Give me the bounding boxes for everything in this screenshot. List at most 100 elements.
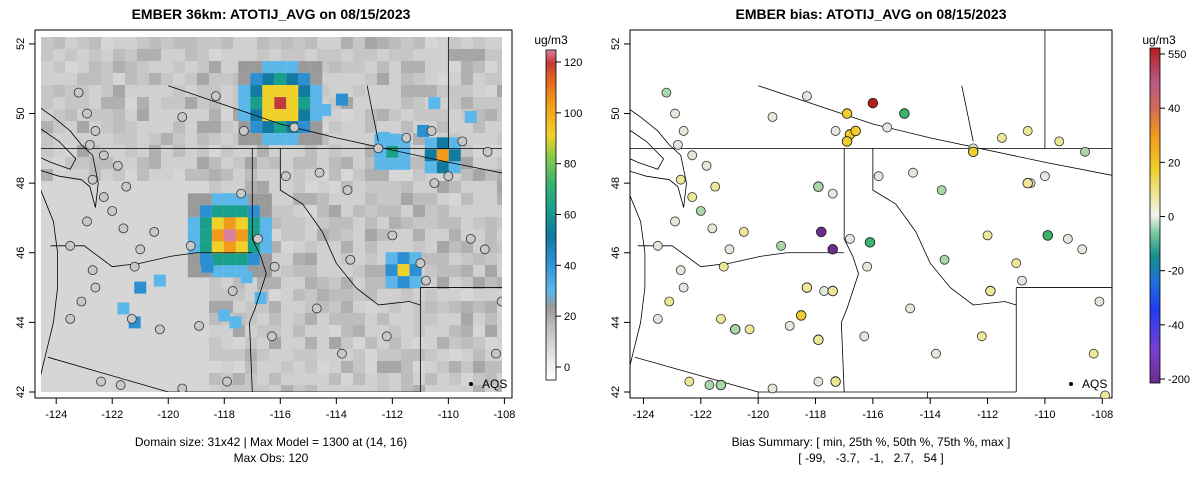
grid-cell <box>437 253 449 265</box>
grid-cell <box>365 133 377 145</box>
grid-cell <box>329 385 341 392</box>
hotspot-cell <box>211 193 224 206</box>
grid-cell <box>113 85 125 97</box>
grid-cell <box>449 205 461 217</box>
grid-cell <box>221 49 233 61</box>
grid-cell <box>341 361 353 373</box>
grid-cell <box>473 277 485 289</box>
grid-cell <box>185 157 197 169</box>
right-boundaries <box>630 30 1112 398</box>
right-plot-frame <box>629 29 1113 399</box>
grid-cell <box>269 349 281 361</box>
grid-cell <box>353 121 365 133</box>
grid-cell <box>485 301 497 313</box>
hotspot-cell <box>298 97 311 110</box>
y-tick-label: 52 <box>15 38 27 50</box>
grid-cell <box>77 49 89 61</box>
hotspot-cell <box>238 73 251 86</box>
hotspot-cell <box>298 121 311 134</box>
grid-cell <box>341 313 353 325</box>
grid-cell <box>449 325 461 337</box>
grid-cell <box>341 385 353 392</box>
bias-point <box>908 167 918 178</box>
hotspot-cell <box>235 229 248 242</box>
grid-cell <box>401 241 413 253</box>
grid-cell <box>113 133 125 145</box>
grid-cell <box>269 193 281 205</box>
grid-cell <box>485 289 497 301</box>
grid-cell <box>425 373 437 385</box>
grid-cell <box>269 361 281 373</box>
grid-cell <box>209 169 221 181</box>
grid-cell <box>161 157 173 169</box>
grid-cell <box>389 241 401 253</box>
smoke-cell <box>319 104 332 117</box>
grid-cell <box>365 157 377 169</box>
grid-cell <box>449 313 461 325</box>
left-boundaries <box>41 37 502 392</box>
hotspot-cell <box>286 133 299 146</box>
grid-cell <box>329 109 341 121</box>
grid-cell <box>473 349 485 361</box>
hotspot-cell <box>238 85 251 98</box>
aqs-site-marker <box>82 108 92 119</box>
grid-cell <box>425 385 437 392</box>
bias-point <box>819 286 830 296</box>
grid-cell <box>353 169 365 181</box>
hotspot-cell <box>286 97 299 110</box>
grid-cell <box>257 37 269 49</box>
grid-cell <box>377 37 389 49</box>
bias-point <box>802 91 812 102</box>
grid-cell <box>413 97 425 109</box>
right-plot: -124 -122 -120 -118 -116 -114 -112 -110 -108 424… <box>610 29 1113 421</box>
smoke-cell <box>240 271 253 284</box>
grid-cell <box>449 253 461 265</box>
grid-cell <box>281 229 293 241</box>
hotspot-cell <box>262 97 275 110</box>
hotspot-cell <box>286 109 299 122</box>
grid-cell <box>293 205 305 217</box>
grid-cell <box>305 157 317 169</box>
grid-cell <box>413 313 425 325</box>
grid-cell <box>293 385 305 392</box>
grid-cell <box>137 121 149 133</box>
grid-cell <box>413 301 425 313</box>
grid-cell <box>281 37 293 49</box>
bias-point <box>813 376 824 387</box>
aqs-site-marker <box>443 171 454 182</box>
grid-cell <box>497 193 502 205</box>
bias-point <box>678 282 689 293</box>
grid-cell <box>329 241 341 253</box>
grid-cell <box>485 253 497 265</box>
grid-cell <box>473 373 485 385</box>
grid-cell <box>53 61 65 73</box>
grid-cell <box>65 97 77 109</box>
grid-cell <box>149 97 161 109</box>
grid-cell <box>485 217 497 229</box>
grid-cell <box>293 145 305 157</box>
grid-cell <box>449 181 461 193</box>
grid-cell <box>449 301 461 313</box>
grid-cell <box>221 169 233 181</box>
grid-cell <box>305 37 317 49</box>
grid-cell <box>161 109 173 121</box>
grid-cell <box>377 361 389 373</box>
grid-cell <box>233 301 245 313</box>
grid-cell <box>149 37 161 49</box>
grid-cell <box>425 193 437 205</box>
bias-point <box>827 244 838 255</box>
grid-cell <box>497 241 502 253</box>
grid-cell <box>485 49 497 61</box>
grid-cell <box>209 37 221 49</box>
grid-cell <box>401 217 413 229</box>
aqs-site-marker <box>266 331 277 342</box>
grid-cell <box>77 37 89 49</box>
grid-cell <box>41 109 53 121</box>
bias-point <box>1094 296 1105 307</box>
hotspot-cell <box>250 85 263 98</box>
grid-cell <box>101 133 113 145</box>
grid-cell <box>365 193 377 205</box>
grid-cell <box>77 61 89 73</box>
grid-cell <box>257 373 269 385</box>
grid-cell <box>425 349 437 361</box>
